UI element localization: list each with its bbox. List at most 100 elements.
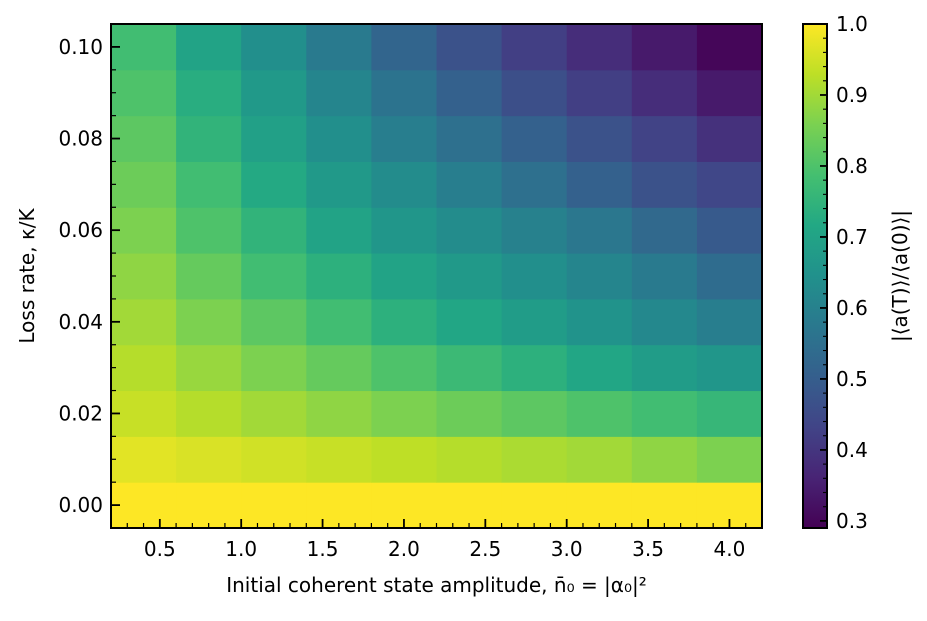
heatmap-cell: [696, 115, 763, 162]
heatmap-cell: [241, 344, 307, 392]
heatmap-cell: [436, 253, 503, 300]
y-tick-label: 0.08: [58, 127, 103, 151]
heatmap-cell: [566, 24, 633, 71]
heatmap-cell: [306, 344, 372, 392]
heatmap-cell: [241, 482, 307, 529]
heatmap-cell: [241, 436, 307, 483]
y-tick-label: 0.00: [58, 493, 103, 517]
heatmap-cell: [111, 69, 177, 117]
heatmap-cell: [241, 24, 307, 71]
heatmap-cell: [696, 253, 763, 300]
x-tick-label: 1.5: [307, 537, 339, 561]
heatmap-cell: [631, 436, 698, 483]
heatmap-cell: [436, 344, 503, 392]
heatmap-cell: [306, 24, 372, 71]
heatmap-cell: [306, 207, 372, 254]
heatmap-cell: [176, 253, 242, 300]
heatmap-cell: [631, 482, 698, 529]
x-tick-label: 3.0: [551, 537, 583, 561]
x-axis-ticks: 0.5 1.0 1.5 2.0 2.5 3.0 3.5 4.0: [126, 519, 747, 561]
heatmap-cell: [176, 115, 242, 162]
x-axis-label: Initial coherent state amplitude, n̄₀ = …: [226, 573, 647, 597]
heatmap-cell: [241, 69, 307, 117]
heatmap-cell: [631, 207, 698, 254]
heatmap-cell: [111, 115, 177, 162]
heatmap-cell: [111, 161, 177, 208]
heatmap-cell: [371, 298, 437, 346]
colorbar-frame: [802, 23, 828, 529]
heatmap-cell: [371, 253, 437, 300]
heatmap-cell: [306, 253, 372, 300]
heatmap-cell: [566, 207, 633, 254]
colorbar-tick-label: 0.7: [836, 225, 868, 249]
heatmap-cell: [631, 344, 698, 392]
heatmap-cell: [306, 161, 372, 208]
heatmap-cell: [501, 253, 568, 300]
heatmap-cell: [696, 207, 763, 254]
heatmap-cell: [501, 436, 568, 483]
heatmap-cell: [306, 298, 372, 346]
heatmap-cell: [566, 161, 633, 208]
heatmap-cell: [631, 24, 698, 71]
heatmap-cell: [176, 482, 242, 529]
heatmap-cell: [436, 482, 503, 529]
colorbar-tick-label: 1.0: [836, 12, 868, 36]
y-tick-label: 0.04: [58, 310, 103, 334]
x-tick-label: 2.5: [469, 537, 501, 561]
heatmap-cell: [371, 161, 437, 208]
heatmap-cell: [176, 344, 242, 392]
heatmap-cell: [696, 344, 763, 392]
heatmap-cells: [111, 24, 763, 529]
heatmap-cell: [241, 298, 307, 346]
heatmap-cell: [436, 298, 503, 346]
colorbar-ticks: 0.3 0.4 0.5 0.6 0.7 0.8 0.9 1.0: [820, 12, 868, 533]
y-tick-label: 0.06: [58, 218, 103, 242]
heatmap-cell: [176, 298, 242, 346]
heatmap-cell: [566, 298, 633, 346]
colorbar-title: |⟨a(T)⟩/⟨a(0)⟩|: [888, 210, 912, 342]
heatmap-cell: [176, 161, 242, 208]
heatmap-cell: [631, 253, 698, 300]
colorbar: [803, 24, 827, 528]
x-tick-label: 3.5: [632, 537, 664, 561]
heatmap-cell: [241, 115, 307, 162]
heatmap-cell: [501, 115, 568, 162]
heatmap-cell: [176, 207, 242, 254]
heatmap-cell: [371, 115, 437, 162]
colorbar-label: |⟨a(T)⟩/⟨a(0)⟩|: [888, 210, 912, 342]
heatmap-cell: [436, 115, 503, 162]
heatmap-cell: [306, 115, 372, 162]
heatmap-cell: [696, 161, 763, 208]
heatmap-cell: [566, 115, 633, 162]
heatmap-cell: [436, 24, 503, 71]
heatmap-cell: [631, 161, 698, 208]
heatmap-cell: [371, 436, 437, 483]
heatmap-cell: [566, 344, 633, 392]
y-tick-label: 0.02: [58, 401, 103, 425]
x-tick-label: 4.0: [714, 537, 746, 561]
heatmap-cell: [501, 69, 568, 117]
heatmap-cell: [631, 115, 698, 162]
heatmap-cell: [241, 253, 307, 300]
heatmap-cell: [501, 344, 568, 392]
heatmap-cell: [566, 253, 633, 300]
heatmap-cell: [696, 390, 763, 437]
heatmap-cell: [436, 390, 503, 437]
heatmap-cell: [111, 24, 177, 71]
heatmap-cell: [111, 298, 177, 346]
heatmap-cell: [696, 69, 763, 117]
heatmap-cell: [241, 207, 307, 254]
heatmap-cell: [371, 207, 437, 254]
heatmap-cell: [111, 207, 177, 254]
heatmap-cell: [111, 482, 177, 529]
heatmap-cell: [631, 298, 698, 346]
x-axis-title: Initial coherent state amplitude, n̄₀ = …: [226, 573, 647, 597]
y-axis-label: Loss rate, κ/K: [15, 208, 39, 344]
x-tick-label: 0.5: [144, 537, 176, 561]
colorbar-tick-label: 0.4: [836, 438, 868, 462]
heatmap-cell: [371, 69, 437, 117]
colorbar-tick-label: 0.6: [836, 296, 868, 320]
heatmap-cell: [306, 482, 372, 529]
x-tick-label: 2.0: [388, 537, 420, 561]
